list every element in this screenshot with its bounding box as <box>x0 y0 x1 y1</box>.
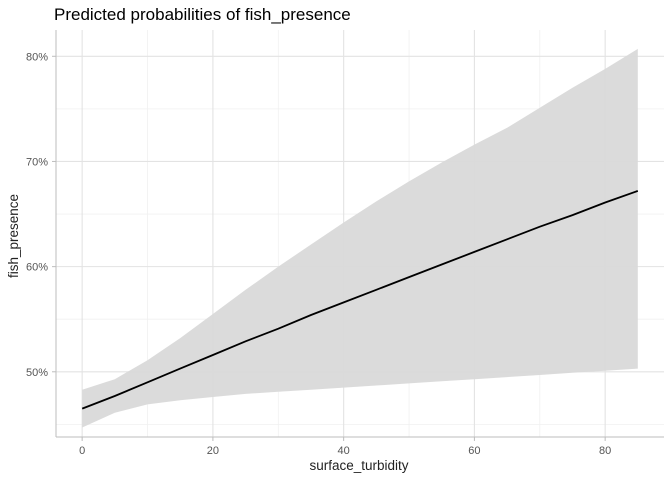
predicted-probability-line <box>81 190 639 410</box>
y-tick-label: 70% <box>26 156 48 168</box>
x-tick-label: 20 <box>207 445 219 457</box>
x-axis-ticks: 0 20 40 60 80 <box>79 437 611 457</box>
confidence-band <box>82 48 638 428</box>
y-tick-label: 50% <box>26 367 48 379</box>
x-tick-label: 0 <box>79 445 85 457</box>
x-axis-title: surface_turbidity <box>309 458 408 473</box>
x-tick-label: 40 <box>338 445 350 457</box>
y-tick-label: 60% <box>26 262 48 274</box>
y-axis-title: fish_presence <box>6 194 21 278</box>
axes <box>55 30 664 438</box>
y-tick-label: 80% <box>26 51 48 63</box>
x-tick-label: 80 <box>599 445 611 457</box>
x-tick-label: 60 <box>468 445 480 457</box>
y-axis-ticks: 50% 60% 70% 80% <box>26 51 56 379</box>
chart-title: Predicted probabilities of fish_presence <box>54 5 351 24</box>
